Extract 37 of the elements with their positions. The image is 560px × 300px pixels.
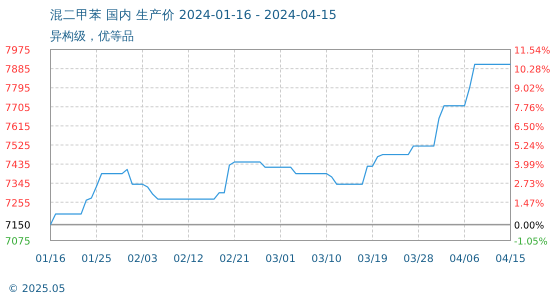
y-tick-label: 7255: [5, 198, 30, 210]
line-series: [50, 64, 512, 226]
y-tick-label: 7975: [5, 46, 30, 56]
y-tick-label: 7885: [5, 64, 30, 76]
y2-tick-label: 5.24%: [514, 141, 544, 152]
x-tick-label: 02/21: [219, 253, 250, 265]
chart-subtitle: 异构级，优等品: [50, 29, 134, 43]
x-tick-label: 03/19: [357, 253, 388, 265]
y2-tick-label: 3.99%: [514, 160, 544, 172]
y-tick-label: 7075: [5, 236, 30, 248]
y-tick-label: 7525: [5, 141, 30, 152]
x-tick-label: 03/01: [265, 253, 296, 265]
y2-tick-label: 6.50%: [514, 122, 544, 133]
x-tick-label: 02/03: [127, 253, 158, 265]
y-tick-label: 7705: [5, 102, 30, 114]
y2-tick-label: 7.76%: [514, 102, 544, 114]
x-tick-label: 02/12: [173, 253, 204, 265]
chart-title: 混二甲苯 国内 生产价 2024-01-16 - 2024-04-15: [50, 7, 337, 22]
y-tick-label: 7795: [5, 84, 30, 95]
y-tick-label: 7150: [5, 220, 30, 232]
x-tick-label: 03/10: [311, 253, 342, 265]
y-tick-label: 7435: [5, 160, 30, 172]
x-tick-label: 04/15: [495, 253, 526, 265]
y-tick-label: 7615: [5, 122, 30, 133]
y2-tick-label: 9.02%: [514, 84, 544, 95]
y2-tick-label: 10.28%: [514, 64, 550, 76]
x-tick-label: 01/25: [81, 253, 112, 265]
y-tick-label: 7345: [5, 179, 30, 190]
x-tick-label: 04/06: [449, 253, 480, 265]
x-tick-label: 01/16: [35, 253, 66, 265]
y2-tick-label: 1.47%: [514, 198, 544, 210]
y2-tick-label: 0.00%: [514, 220, 544, 232]
y2-tick-label: 11.54%: [514, 46, 550, 56]
text: © 2025.05: [8, 283, 66, 295]
x-tick-label: 03/28: [403, 253, 434, 265]
y2-tick-label: 2.73%: [514, 179, 544, 190]
y2-tick-label: -1.05%: [514, 236, 548, 248]
